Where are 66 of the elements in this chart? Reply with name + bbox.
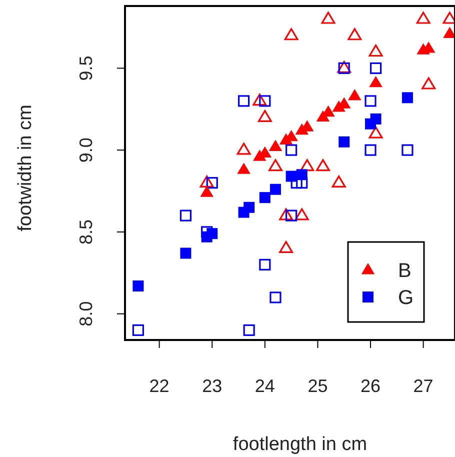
point (369, 76, 382, 88)
point (348, 89, 362, 100)
x-tick-label: 25 (308, 376, 328, 396)
point (300, 159, 314, 172)
point (270, 184, 281, 195)
point (268, 140, 282, 152)
point (402, 144, 414, 156)
y-tick-label: 9.5 (76, 56, 96, 81)
y-tick-label: 8.5 (76, 219, 96, 244)
legend-label: B (398, 260, 412, 282)
point (294, 208, 309, 220)
point (243, 324, 255, 336)
x-axis-title: footlength in cm (232, 434, 368, 455)
point (200, 176, 214, 188)
y-tick-label: 9.0 (76, 138, 96, 163)
point (284, 28, 298, 40)
x-tick-label: 26 (360, 376, 381, 396)
y-tick-label: 8.0 (76, 301, 96, 326)
point (132, 280, 144, 292)
point (259, 258, 271, 270)
point (270, 292, 282, 304)
point (286, 170, 297, 182)
point (279, 133, 293, 144)
point (364, 144, 376, 156)
point (422, 77, 436, 90)
point (332, 176, 346, 188)
x-tick-label: 22 (149, 376, 170, 396)
point (348, 28, 362, 40)
point (296, 169, 308, 180)
legend-label: G (398, 287, 414, 309)
point (364, 95, 376, 107)
point (316, 159, 330, 172)
point (338, 136, 350, 148)
point (259, 192, 270, 204)
point (252, 150, 266, 161)
point (368, 44, 383, 57)
point (286, 210, 298, 222)
x-tick-label: 27 (413, 376, 434, 396)
x-tick-label: 24 (254, 376, 275, 396)
point (180, 248, 192, 259)
point (295, 123, 309, 135)
point (252, 94, 267, 106)
point (180, 210, 192, 222)
point (259, 95, 271, 107)
point (286, 144, 298, 156)
point (201, 231, 212, 242)
point (238, 95, 250, 107)
point (443, 26, 455, 38)
point (321, 12, 336, 24)
point (402, 92, 413, 104)
point (279, 241, 294, 254)
point (416, 12, 430, 24)
point (368, 126, 383, 138)
point (279, 208, 294, 220)
point (316, 110, 330, 122)
y-axis-title: footwidth in cm (15, 104, 36, 232)
x-tick-label: 23 (202, 376, 222, 396)
point (132, 324, 144, 336)
point (268, 159, 282, 172)
point (258, 110, 272, 122)
point (236, 142, 251, 155)
point (370, 62, 382, 74)
point (200, 186, 214, 197)
point (238, 206, 250, 218)
point (237, 162, 250, 174)
point (332, 100, 346, 112)
